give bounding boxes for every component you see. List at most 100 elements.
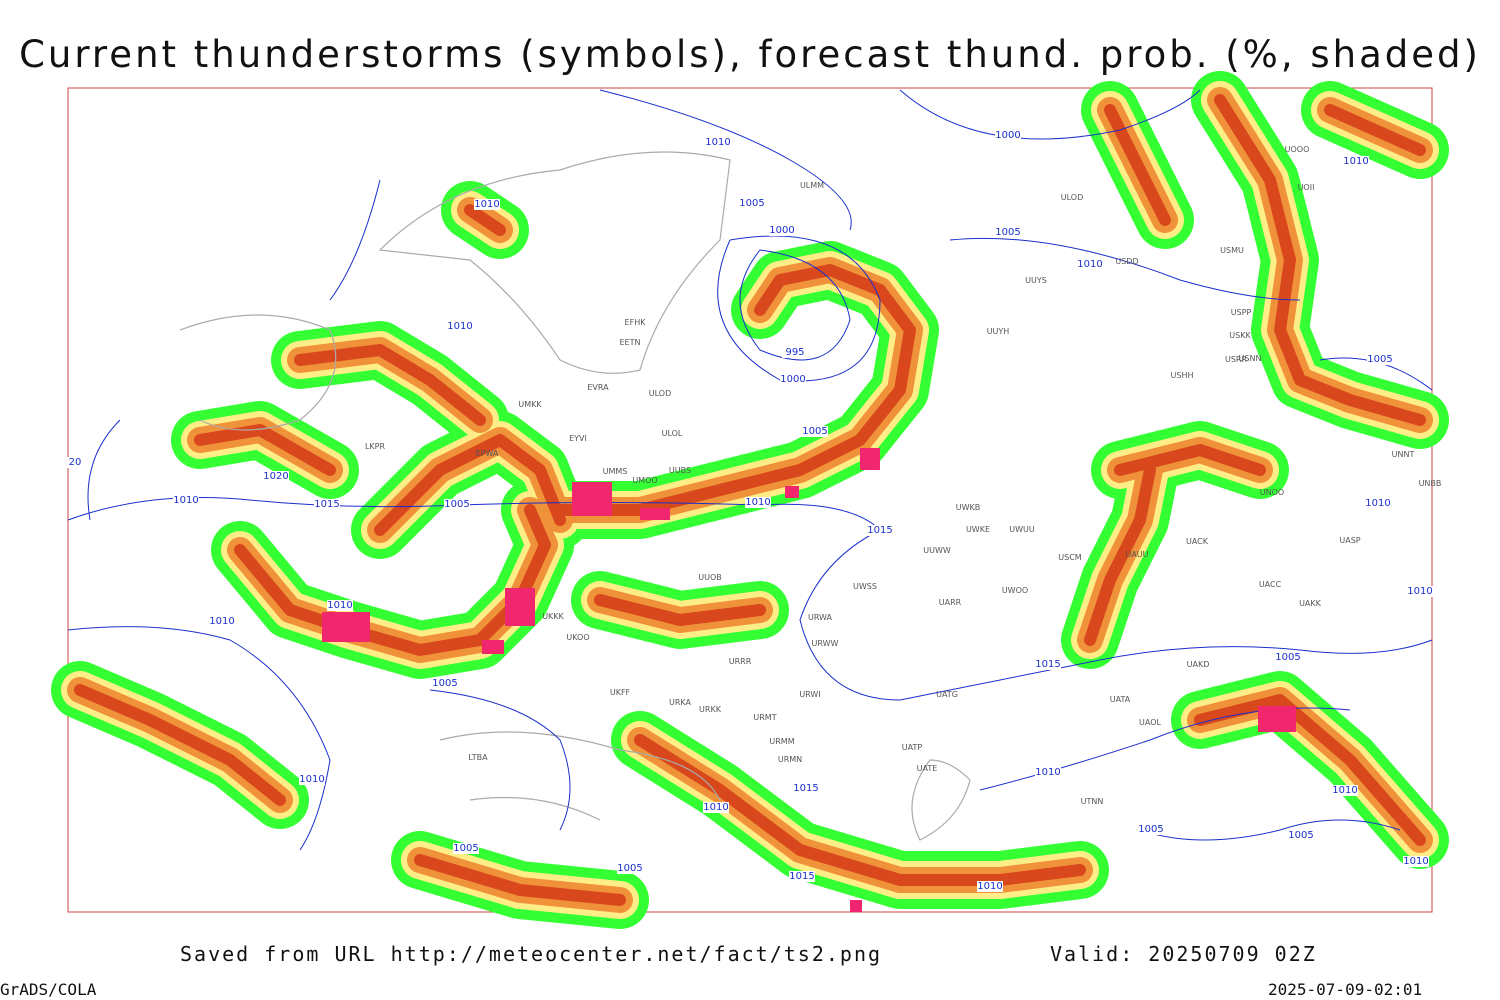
isobar-label: 1015 bbox=[314, 499, 339, 510]
station-code: UNBB bbox=[1419, 479, 1442, 488]
station-code: UKOO bbox=[566, 633, 589, 642]
isobar-label-bg bbox=[453, 843, 479, 854]
station-code: UASP bbox=[1339, 536, 1360, 545]
station-code: UUWW bbox=[923, 546, 951, 555]
station-code: UAOL bbox=[1139, 718, 1161, 727]
station-code: LKPR bbox=[365, 442, 386, 451]
isobar-label: 1005 bbox=[739, 198, 764, 209]
isobar-label: 995 bbox=[785, 347, 804, 358]
station-code: URMN bbox=[778, 755, 802, 764]
isobar-label: 1005 bbox=[453, 843, 478, 854]
storm-symbols bbox=[322, 448, 1296, 912]
station-code: UTNN bbox=[1081, 797, 1104, 806]
shading-band bbox=[1324, 104, 1426, 156]
station-code: UWKE bbox=[966, 525, 990, 534]
isobar-label-bg bbox=[474, 199, 500, 210]
station-code: UUYH bbox=[987, 327, 1010, 336]
shading-band bbox=[554, 264, 916, 516]
isobar-label: 1010 bbox=[299, 774, 324, 785]
timestamp: 2025-07-09-02:01 bbox=[1268, 980, 1422, 999]
isobar-label: 1020 bbox=[263, 471, 288, 482]
station-code: URWI bbox=[799, 690, 820, 699]
isobar-label: 1010 bbox=[327, 600, 352, 611]
station-code: UATP bbox=[902, 743, 923, 752]
shading-band bbox=[464, 204, 506, 236]
shading-band bbox=[1214, 94, 1426, 426]
shading-band bbox=[1194, 694, 1426, 846]
isobar-label-bg bbox=[62, 457, 88, 468]
isobar-label-bg bbox=[745, 497, 771, 508]
thunder-probability-shading bbox=[51, 71, 1449, 929]
isobar-label-bg bbox=[173, 495, 199, 506]
isobar-label: 1010 bbox=[703, 802, 728, 813]
shading-band bbox=[1084, 464, 1156, 646]
station-code: UATG bbox=[936, 690, 958, 699]
isobar-label-bg bbox=[299, 774, 325, 785]
isobar-label-bg bbox=[739, 198, 765, 209]
isobar-label-bg bbox=[447, 321, 473, 332]
station-code: UUYS bbox=[1025, 276, 1047, 285]
isobar-label-bg bbox=[705, 137, 731, 148]
isobar-label-bg bbox=[1077, 259, 1103, 270]
station-code: UMKK bbox=[518, 400, 542, 409]
station-code: UWUU bbox=[1009, 525, 1035, 534]
isobar-label-bg bbox=[314, 499, 340, 510]
station-code: USNN bbox=[1239, 354, 1262, 363]
station-code: UUBS bbox=[669, 466, 691, 475]
isobar-label-bg bbox=[1138, 824, 1164, 835]
isobar-label: 1005 bbox=[995, 227, 1020, 238]
station-code: EYVI bbox=[569, 434, 587, 443]
isobar-label-bg bbox=[1288, 830, 1314, 841]
station-code: UATA bbox=[1110, 695, 1131, 704]
shading-band bbox=[234, 504, 551, 656]
station-code: EVRA bbox=[587, 383, 609, 392]
isobar-label: 1010 bbox=[1077, 259, 1102, 270]
station-code: ULOD bbox=[649, 389, 671, 398]
station-code: UAKD bbox=[1187, 660, 1210, 669]
isobar-label-bg bbox=[1365, 498, 1391, 509]
isobar-label: 1010 bbox=[447, 321, 472, 332]
station-code: USDD bbox=[1115, 257, 1138, 266]
station-code: URWW bbox=[812, 639, 839, 648]
isobar-label: 1010 bbox=[209, 616, 234, 627]
station-code: UACK bbox=[1186, 537, 1209, 546]
station-code: USHH bbox=[1171, 371, 1194, 380]
isobar-label: 1000 bbox=[995, 130, 1020, 141]
isobar-label-bg bbox=[977, 881, 1003, 892]
isobar-label: 1010 bbox=[1343, 156, 1368, 167]
station-code: URWA bbox=[808, 613, 833, 622]
isobar-label-bg bbox=[867, 525, 893, 536]
software: GrADS/COLA bbox=[0, 980, 97, 999]
station-code: UWOO bbox=[1002, 586, 1028, 595]
isobar-label-bg bbox=[1275, 652, 1301, 663]
isobar-label: 1005 bbox=[1138, 824, 1163, 835]
isobar-label: 1015 bbox=[789, 871, 814, 882]
isobar-label: 1005 bbox=[1367, 354, 1392, 365]
shading-band bbox=[294, 344, 486, 426]
station-code: UWSS bbox=[853, 582, 877, 591]
isobar-label: 1010 bbox=[1035, 767, 1060, 778]
station-code: UWKB bbox=[956, 503, 981, 512]
isobar-label: 1010 bbox=[705, 137, 730, 148]
isobar-label: 1015 bbox=[1035, 659, 1060, 670]
isobar-label-bg bbox=[703, 802, 729, 813]
isobar-label-bg bbox=[769, 225, 795, 236]
isobar-label: 1010 bbox=[173, 495, 198, 506]
isobar-label-bg bbox=[327, 600, 353, 611]
shading-band bbox=[594, 594, 766, 626]
isobar-label: 1005 bbox=[432, 678, 457, 689]
isobar-label-bg bbox=[793, 783, 819, 794]
valid-time: Valid: 20250709 02Z bbox=[1050, 942, 1317, 966]
station-code: UAKK bbox=[1299, 599, 1322, 608]
station-code: UATE bbox=[917, 764, 938, 773]
isobar-label: 1015 bbox=[793, 783, 818, 794]
isobar-label-bg bbox=[1035, 767, 1061, 778]
isobar-label: 1010 bbox=[745, 497, 770, 508]
station-code: USMU bbox=[1220, 246, 1244, 255]
isobar-label: 1010 bbox=[474, 199, 499, 210]
isobar-label-bg bbox=[789, 871, 815, 882]
coastlines bbox=[179, 151, 971, 841]
station-code: URMT bbox=[753, 713, 776, 722]
isobar-labels: 1010 1000 1010 1005 1000 1005 1010 1010 1010 995 1… bbox=[62, 130, 1433, 892]
